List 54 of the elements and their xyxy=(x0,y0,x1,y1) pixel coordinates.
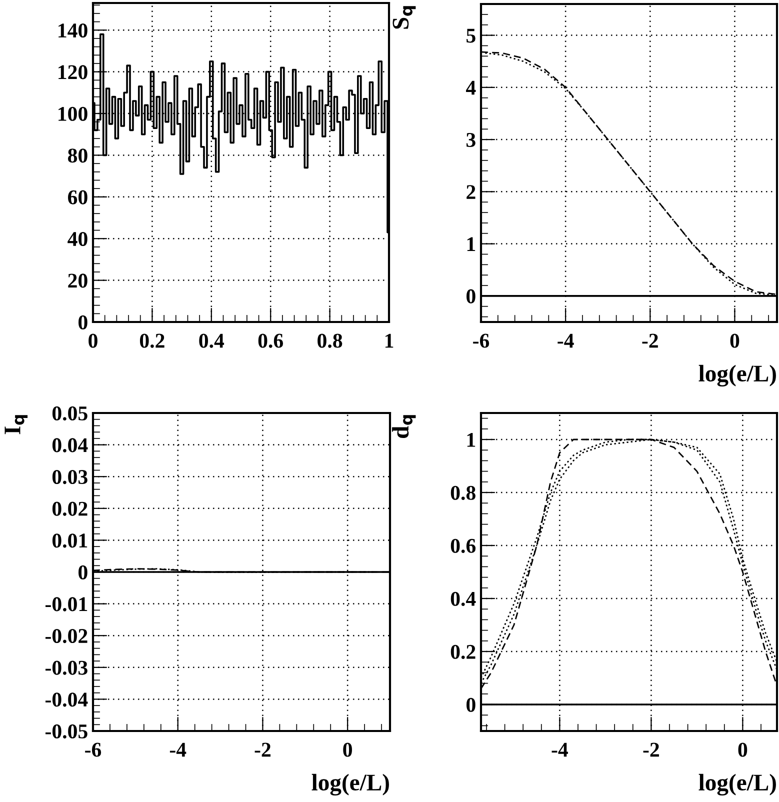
y-tick-label: 4 xyxy=(466,80,476,95)
y-tick-label: 0 xyxy=(78,565,88,580)
y-tick-label: 20 xyxy=(68,274,88,288)
x-tick-label: 0.2 xyxy=(140,334,164,348)
x-tick-label: -4 xyxy=(170,742,186,757)
y-tick-label: 0.05 xyxy=(52,406,88,421)
y-tick-label: 0.04 xyxy=(52,438,88,452)
x-tick-label: 0 xyxy=(730,334,740,348)
x-tick-label: 1 xyxy=(385,334,394,348)
y-tick-label: 0.6 xyxy=(450,538,476,554)
y-tick-label: 0.2 xyxy=(450,644,476,660)
x-tick-label: -2 xyxy=(642,334,658,348)
y-tick-label: 80 xyxy=(68,148,88,163)
y-tick-label: -0.04 xyxy=(46,692,88,707)
x-tick-label: -4 xyxy=(558,334,574,348)
y-tick-label: 0 xyxy=(466,289,476,304)
y-tick-label: 40 xyxy=(68,232,88,246)
y-tick-label: -0.05 xyxy=(46,724,88,739)
x-tick-label: 0.4 xyxy=(199,334,224,348)
x-tick-label: 0.8 xyxy=(318,334,342,348)
y-tick-label: -0.02 xyxy=(46,628,88,644)
x-tick-label: -2 xyxy=(254,742,270,757)
y-tick-label: 0.03 xyxy=(52,470,88,484)
y-axis-title: d$_{q}$ xyxy=(392,415,416,438)
y-tick-label: 2 xyxy=(466,185,476,199)
y-tick-label: -0.03 xyxy=(46,660,88,675)
y-axis-title: I$_{q}$ xyxy=(4,415,28,434)
y-tick-label: 0 xyxy=(78,315,88,330)
y-tick-label: 5 xyxy=(466,28,476,43)
y-tick-label: -0.01 xyxy=(46,597,88,612)
x-tick-label: -6 xyxy=(85,742,102,757)
x-axis-title: log(e/L) xyxy=(698,364,776,387)
y-tick-label: 140 xyxy=(58,23,88,38)
x-tick-label: 0 xyxy=(88,334,98,348)
x-axis-title: log(e/L) xyxy=(312,774,389,796)
y-tick-label: 1 xyxy=(467,237,476,252)
y-tick-label: 0.02 xyxy=(52,502,88,516)
y-tick-label: 0.4 xyxy=(450,592,476,606)
x-axis-title: log(e/L) xyxy=(698,774,776,796)
x-tick-label: -4 xyxy=(552,742,568,757)
x-tick-label: 0 xyxy=(738,742,748,757)
y-tick-label: 100 xyxy=(58,106,88,121)
x-tick-label: 0 xyxy=(343,742,352,757)
y-tick-label: 0.8 xyxy=(450,486,476,500)
y-tick-label: 3 xyxy=(466,132,476,147)
y-tick-label: 0.01 xyxy=(52,534,88,548)
x-tick-label: -6 xyxy=(473,334,490,348)
y-tick-label: 0 xyxy=(466,698,476,712)
y-axis-title: S$_{q}$ xyxy=(392,6,416,29)
x-tick-label: 0.6 xyxy=(258,334,284,348)
y-tick-label: 1 xyxy=(467,432,476,447)
y-tick-label: 60 xyxy=(68,190,88,204)
x-tick-label: -2 xyxy=(643,742,659,757)
y-tick-label: 120 xyxy=(58,65,88,80)
